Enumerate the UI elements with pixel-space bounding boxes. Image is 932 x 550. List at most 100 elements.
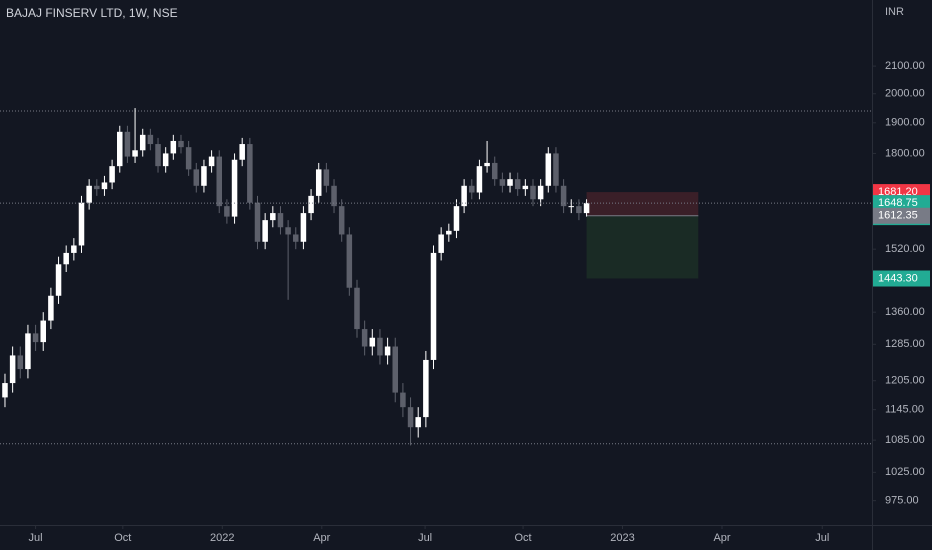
candle-body <box>25 333 31 370</box>
candle-body <box>369 337 376 347</box>
candle-body <box>132 150 138 157</box>
price-label: 1612.35 <box>878 210 918 222</box>
x-tick-label: Jul <box>815 532 829 544</box>
candle-body <box>293 234 299 242</box>
candle-body <box>178 140 184 148</box>
candle-body <box>254 202 261 242</box>
price-label: 1681.20 <box>878 186 918 198</box>
candle-body <box>308 195 314 214</box>
candle-body <box>9 355 16 384</box>
candle-body <box>193 169 200 186</box>
price-label-bg <box>873 270 930 287</box>
candle-body <box>32 333 39 343</box>
x-tick-label: Apr <box>313 532 330 544</box>
candle-body <box>101 182 108 190</box>
chart-title: BAJAJ FINSERV LTD, 1W, NSE <box>6 6 178 20</box>
candle-body <box>461 185 467 207</box>
candle-body <box>400 392 406 408</box>
candle-body <box>576 206 582 214</box>
candle-body <box>201 166 207 186</box>
candle-body <box>139 134 146 151</box>
candle-body <box>384 346 391 356</box>
candle-body <box>285 227 291 235</box>
candle-body <box>522 185 529 190</box>
candle-body <box>71 245 77 253</box>
candle-body <box>247 144 253 203</box>
y-tick-label: 975.00 <box>885 495 919 507</box>
y-tick-label: 1360.00 <box>885 306 925 318</box>
candle-body <box>346 234 353 288</box>
candle-body <box>208 156 215 167</box>
candle-body <box>78 202 85 246</box>
candle-body <box>553 153 559 186</box>
candle-body <box>55 264 62 296</box>
candle-body <box>338 206 345 235</box>
candle-body <box>545 153 552 186</box>
candle-body <box>415 417 421 428</box>
price-label: 1443.30 <box>878 272 918 284</box>
candle-body <box>354 287 360 330</box>
candle-body <box>323 169 330 186</box>
x-tick-label: Oct <box>114 532 131 544</box>
x-tick-label: 2022 <box>210 532 234 544</box>
candle-body <box>514 179 521 190</box>
candle-body <box>530 185 536 200</box>
candle-body <box>430 252 437 360</box>
y-tick-label: 1800.00 <box>885 147 925 159</box>
y-tick-label: 1520.00 <box>885 243 925 255</box>
candle-body <box>484 162 490 167</box>
y-tick-label: 1900.00 <box>885 117 925 129</box>
candle-body <box>231 159 238 217</box>
candle-body <box>224 206 230 217</box>
price-label-bg <box>873 207 930 224</box>
candle-body <box>147 134 154 145</box>
y-tick-label: 1025.00 <box>885 466 925 478</box>
x-tick-label: Apr <box>713 532 730 544</box>
candle-body <box>361 329 368 347</box>
x-tick-label: Jul <box>418 532 432 544</box>
candle-body <box>377 337 383 356</box>
candle-body <box>300 213 307 242</box>
candle-body <box>446 230 452 235</box>
candle-body <box>2 383 8 398</box>
candle-body <box>117 131 123 167</box>
candle-body <box>86 185 92 203</box>
candle-body <box>48 295 54 321</box>
candle-body <box>499 179 506 186</box>
profit-zone <box>586 215 699 279</box>
y-tick-label: 1085.00 <box>885 434 925 446</box>
candle-body <box>124 131 131 157</box>
loss-zone <box>586 192 699 216</box>
candle-body <box>262 220 268 242</box>
candle-body <box>453 206 460 231</box>
y-tick-label: 2100.00 <box>885 60 925 72</box>
candle-body <box>469 185 475 193</box>
candle-body <box>407 407 414 428</box>
x-tick-label: Jul <box>29 532 43 544</box>
candle-body <box>315 169 322 196</box>
currency-label: INR <box>885 6 904 18</box>
candle-body <box>331 185 337 207</box>
candle-body <box>277 213 284 228</box>
candle-body <box>155 144 161 167</box>
candle-body <box>583 203 590 214</box>
candle-body <box>17 355 24 370</box>
candle-body <box>507 179 513 186</box>
x-tick-label: Oct <box>514 532 531 544</box>
candle-body <box>537 185 544 200</box>
candle-body <box>560 185 567 207</box>
candle-body <box>185 147 192 170</box>
candle-body <box>423 359 429 418</box>
y-tick-label: 1145.00 <box>885 404 924 416</box>
candle-body <box>239 144 245 160</box>
y-tick-label: 1285.00 <box>885 338 925 350</box>
candle-body <box>94 185 100 190</box>
candle-body <box>63 252 69 265</box>
candle-body <box>270 213 276 221</box>
candle-body <box>40 320 46 343</box>
candle-body <box>568 206 575 208</box>
candle-body <box>162 153 169 167</box>
candle-body <box>476 166 483 193</box>
